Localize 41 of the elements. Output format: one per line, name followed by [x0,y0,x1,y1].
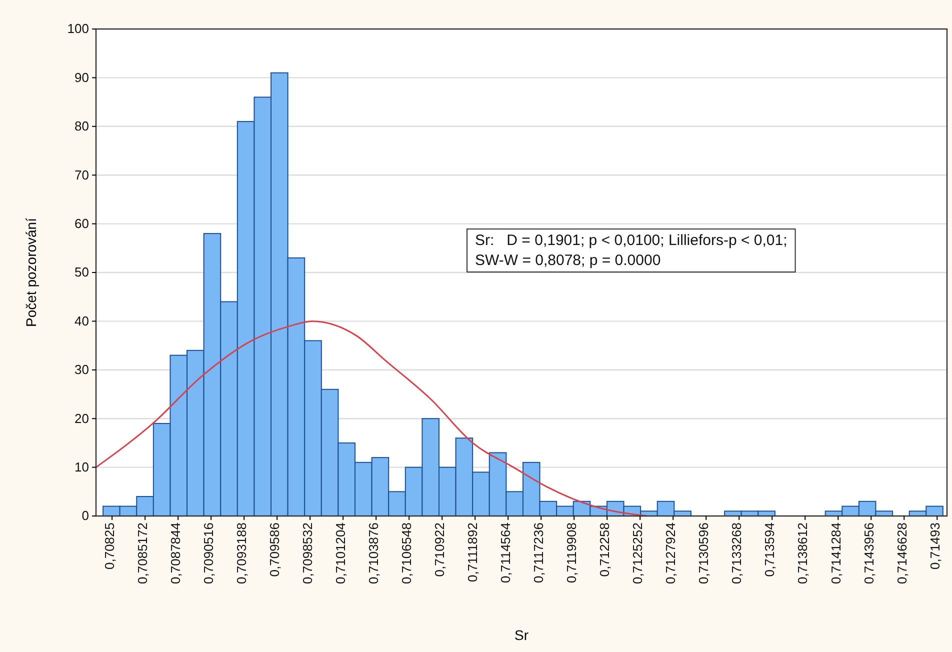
x-tick-label: 0,712258 [597,522,612,577]
x-tick-label: 0,7114564 [498,522,514,583]
x-tick-label: 0,7103876 [366,522,382,584]
x-tick-label: 0,7125252 [630,522,646,584]
y-tick-label: 100 [67,21,89,36]
x-tick-label: 0,7087844 [168,522,184,584]
x-tick-label: 0,71493 [927,522,942,570]
x-tick-label: 0,7093188 [234,522,250,584]
y-tick-label: 20 [74,410,89,426]
annotation: Sr: D = 0,1901; p < 0,0100; Lilliefors-p < 0,01; [475,232,788,249]
y-tick-label: 70 [74,167,89,182]
x-tick-label: 0,7130596 [696,522,712,584]
x-tick-label: 0,7101204 [333,522,348,584]
y-tick-label: 90 [74,70,89,85]
x-tick-label: 0,7138612 [795,522,810,584]
x-tick-label: 0,7085172 [135,522,150,584]
x-axis-title: Sr [514,627,529,643]
x-tick-label: 0,70825 [102,522,118,570]
y-tick-label: 40 [74,313,89,328]
y-tick-label: 60 [74,216,89,231]
x-tick-label: 0,710922 [432,522,448,577]
x-tick-label: 0,7098532 [300,522,316,584]
x-tick-label: 0,7146628 [894,522,910,584]
x-tick-label: 0,7133268 [729,522,744,584]
x-tick-label: 0,7090516 [201,522,216,584]
x-tick-label: 0,7106548 [399,522,414,584]
y-axis-title: Počet pozorování [23,218,39,327]
x-tick-label: 0,709586 [267,522,282,577]
x-tick-label: 0,713594 [762,522,778,577]
y-tick-label: 50 [74,264,89,280]
x-tick-label: 0,7111892 [465,522,480,582]
y-tick-label: 0 [82,508,89,524]
annotation: SW-W = 0,8078; p = 0.0000 [475,252,661,269]
x-tick-label: 0,7141284 [828,522,844,584]
y-tick-label: 10 [74,459,89,474]
x-tick-label: 0,7117236 [531,522,546,583]
x-tick-label: 0,7119908 [564,522,580,583]
x-tick-label: 0,7143956 [861,522,876,584]
y-tick-label: 80 [74,118,89,134]
y-tick-label: 30 [74,362,89,378]
x-tick-label: 0,7127924 [663,522,678,584]
